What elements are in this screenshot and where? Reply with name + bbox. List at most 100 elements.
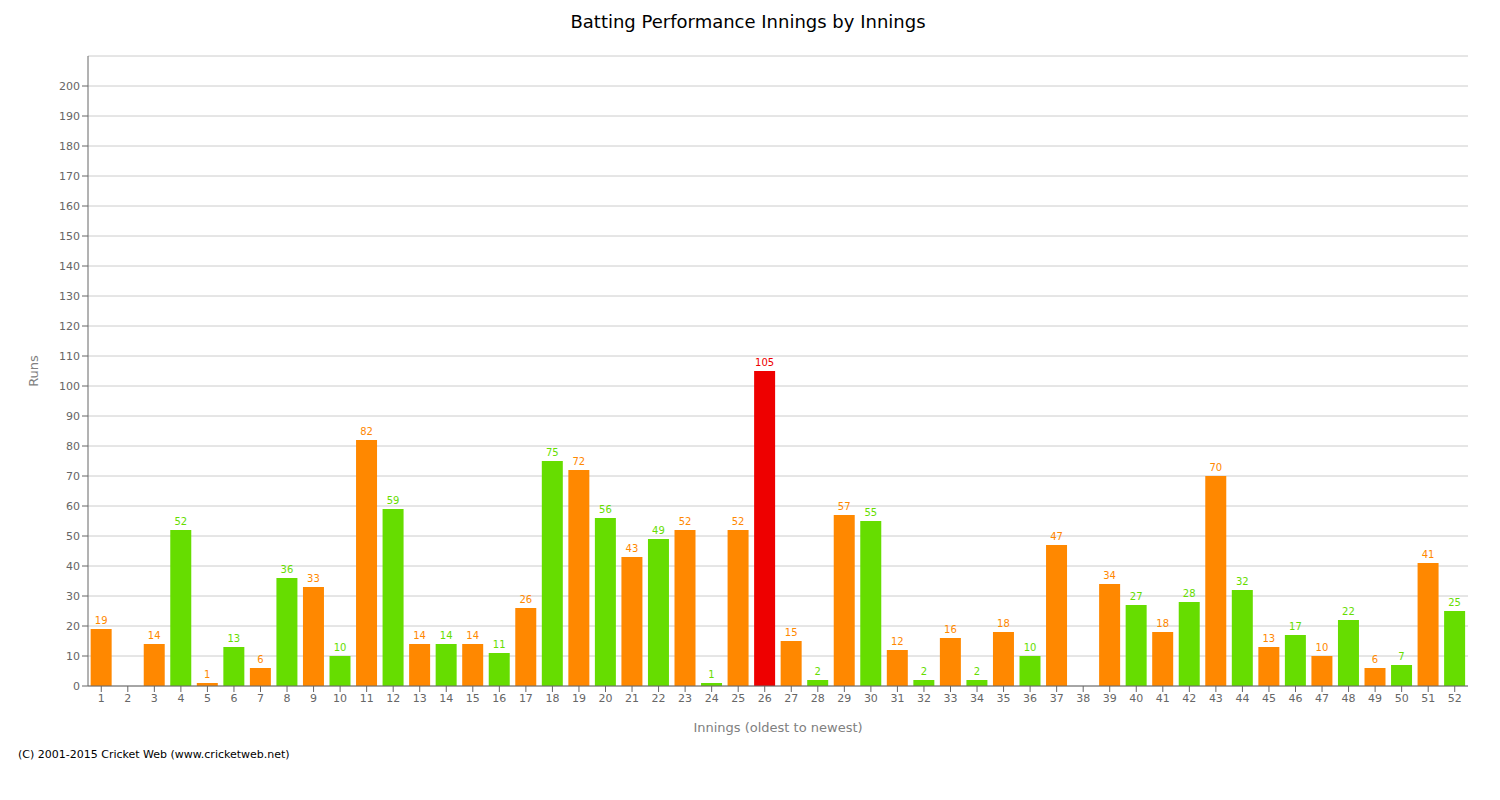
svg-text:29: 29: [837, 692, 851, 705]
svg-text:21: 21: [625, 692, 639, 705]
svg-text:37: 37: [1050, 692, 1064, 705]
svg-text:18: 18: [997, 618, 1010, 629]
svg-text:47: 47: [1050, 531, 1063, 542]
svg-text:27: 27: [784, 692, 798, 705]
svg-text:6: 6: [230, 692, 237, 705]
svg-text:2: 2: [124, 692, 131, 705]
svg-text:6: 6: [257, 654, 263, 665]
svg-text:45: 45: [1262, 692, 1276, 705]
svg-text:50: 50: [1395, 692, 1409, 705]
svg-text:30: 30: [66, 590, 80, 603]
svg-text:150: 150: [59, 230, 80, 243]
svg-text:14: 14: [439, 692, 453, 705]
svg-text:47: 47: [1315, 692, 1329, 705]
svg-text:1: 1: [708, 669, 714, 680]
svg-text:28: 28: [811, 692, 825, 705]
svg-text:17: 17: [519, 692, 533, 705]
svg-text:51: 51: [1421, 692, 1435, 705]
svg-text:26: 26: [758, 692, 772, 705]
svg-text:46: 46: [1289, 692, 1303, 705]
svg-text:8: 8: [284, 692, 291, 705]
svg-text:52: 52: [1448, 692, 1462, 705]
svg-text:80: 80: [66, 440, 80, 453]
svg-text:56: 56: [599, 504, 612, 515]
svg-text:7: 7: [1398, 651, 1404, 662]
svg-text:6: 6: [1372, 654, 1378, 665]
svg-text:110: 110: [59, 350, 80, 363]
svg-text:130: 130: [59, 290, 80, 303]
svg-text:Innings (oldest to newest): Innings (oldest to newest): [693, 720, 862, 735]
svg-text:2: 2: [815, 666, 821, 677]
svg-text:48: 48: [1342, 692, 1356, 705]
svg-text:22: 22: [652, 692, 666, 705]
svg-text:140: 140: [59, 260, 80, 273]
svg-text:35: 35: [997, 692, 1011, 705]
svg-text:27: 27: [1130, 591, 1143, 602]
svg-text:10: 10: [334, 642, 347, 653]
svg-text:13: 13: [413, 692, 427, 705]
svg-text:33: 33: [307, 573, 320, 584]
svg-text:36: 36: [1023, 692, 1037, 705]
svg-text:15: 15: [785, 627, 798, 638]
svg-text:72: 72: [572, 456, 585, 467]
svg-text:60: 60: [66, 500, 80, 513]
svg-text:18: 18: [545, 692, 559, 705]
svg-text:180: 180: [59, 140, 80, 153]
svg-text:120: 120: [59, 320, 80, 333]
svg-text:70: 70: [66, 470, 80, 483]
svg-text:14: 14: [440, 630, 453, 641]
svg-text:200: 200: [59, 80, 80, 93]
svg-text:190: 190: [59, 110, 80, 123]
svg-text:23: 23: [678, 692, 692, 705]
svg-text:25: 25: [1448, 597, 1461, 608]
svg-text:11: 11: [360, 692, 374, 705]
svg-text:2: 2: [921, 666, 927, 677]
svg-text:90: 90: [66, 410, 80, 423]
svg-text:7: 7: [257, 692, 264, 705]
svg-text:30: 30: [864, 692, 878, 705]
svg-text:20: 20: [66, 620, 80, 633]
svg-text:10: 10: [333, 692, 347, 705]
svg-text:33: 33: [944, 692, 958, 705]
svg-text:13: 13: [227, 633, 240, 644]
svg-text:40: 40: [66, 560, 80, 573]
svg-text:10: 10: [1316, 642, 1329, 653]
svg-text:38: 38: [1076, 692, 1090, 705]
svg-text:19: 19: [95, 615, 108, 626]
svg-text:14: 14: [148, 630, 161, 641]
svg-text:5: 5: [204, 692, 211, 705]
svg-text:11: 11: [493, 639, 506, 650]
svg-text:160: 160: [59, 200, 80, 213]
svg-text:82: 82: [360, 426, 373, 437]
svg-text:75: 75: [546, 447, 559, 458]
svg-text:0: 0: [73, 680, 80, 693]
svg-text:42: 42: [1182, 692, 1196, 705]
svg-text:55: 55: [864, 507, 877, 518]
svg-text:10: 10: [66, 650, 80, 663]
svg-text:31: 31: [890, 692, 904, 705]
svg-text:41: 41: [1422, 549, 1435, 560]
svg-text:100: 100: [59, 380, 80, 393]
svg-text:44: 44: [1235, 692, 1249, 705]
svg-text:49: 49: [1368, 692, 1382, 705]
svg-text:52: 52: [732, 516, 745, 527]
svg-text:43: 43: [626, 543, 639, 554]
svg-text:19: 19: [572, 692, 586, 705]
svg-text:4: 4: [177, 692, 184, 705]
svg-text:50: 50: [66, 530, 80, 543]
svg-text:12: 12: [891, 636, 904, 647]
svg-text:49: 49: [652, 525, 665, 536]
svg-text:43: 43: [1209, 692, 1223, 705]
svg-text:39: 39: [1103, 692, 1117, 705]
svg-text:12: 12: [386, 692, 400, 705]
svg-text:34: 34: [1103, 570, 1116, 581]
svg-text:Runs: Runs: [26, 355, 41, 387]
svg-text:24: 24: [705, 692, 719, 705]
svg-text:14: 14: [413, 630, 426, 641]
svg-text:10: 10: [1024, 642, 1037, 653]
svg-text:28: 28: [1183, 588, 1196, 599]
svg-text:17: 17: [1289, 621, 1302, 632]
svg-text:22: 22: [1342, 606, 1355, 617]
svg-text:70: 70: [1209, 462, 1222, 473]
svg-text:40: 40: [1129, 692, 1143, 705]
